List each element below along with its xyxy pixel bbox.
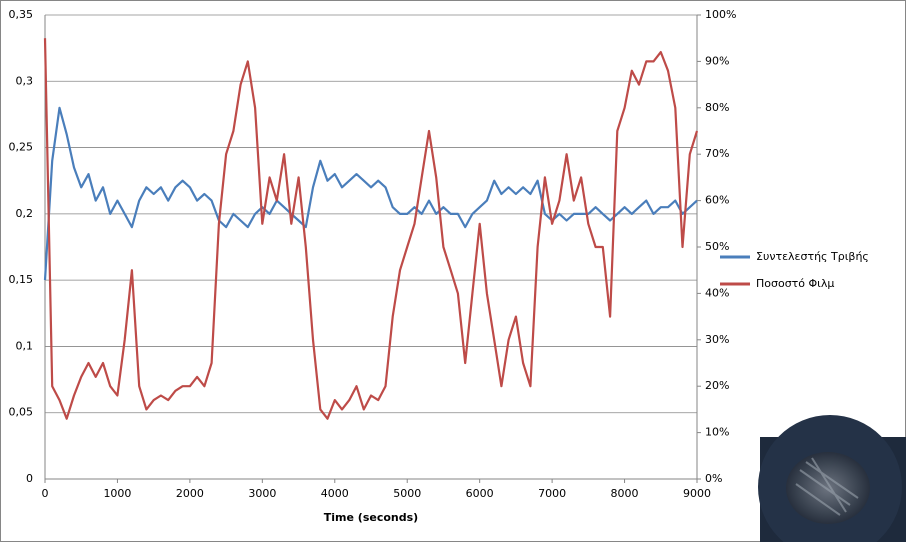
y-tick-label: 0,35: [9, 8, 34, 21]
y2-tick-label: 90%: [705, 54, 729, 67]
y-tick-label: 0,05: [9, 406, 34, 419]
y2-tick-label: 20%: [705, 379, 729, 392]
y2-tick-label: 100%: [705, 8, 736, 21]
y2-tick-label: 50%: [705, 240, 729, 253]
x-tick-label: 7000: [538, 487, 566, 500]
x-axis-title: Time (seconds): [324, 511, 418, 524]
y2-tick-label: 60%: [705, 194, 729, 207]
y-tick-label: 0: [26, 472, 33, 485]
y-tick-label: 0,1: [16, 339, 34, 352]
y-tick-label: 0,3: [16, 74, 34, 87]
photo: [758, 415, 906, 542]
x-tick-label: 6000: [466, 487, 494, 500]
y2-tick-label: 30%: [705, 333, 729, 346]
y2-tick-label: 80%: [705, 101, 729, 114]
y-tick-label: 0,15: [9, 273, 34, 286]
legend-label: Συντελεστής Τριβής: [756, 250, 869, 263]
x-tick-label: 4000: [321, 487, 349, 500]
series-line: [43, 106, 698, 281]
y2-tick-label: 10%: [705, 426, 729, 439]
x-tick-label: 5000: [393, 487, 421, 500]
series-line: [43, 38, 699, 420]
x-tick-label: 2000: [176, 487, 204, 500]
legend-label: Ποσοστό Φιλμ: [756, 277, 834, 290]
x-tick-label: 0: [42, 487, 49, 500]
x-tick-label: 9000: [683, 487, 711, 500]
y-tick-label: 0,25: [9, 141, 34, 154]
x-tick-label: 8000: [611, 487, 639, 500]
y-tick-label: 0,2: [16, 207, 34, 220]
y2-tick-label: 40%: [705, 286, 729, 299]
x-tick-label: 3000: [248, 487, 276, 500]
y2-tick-label: 70%: [705, 147, 729, 160]
x-tick-label: 1000: [103, 487, 131, 500]
y2-tick-label: 0%: [705, 472, 722, 485]
plot-area: 0 0,05 0,1 0,15 0,2 0,25 0,3 0,35 0% 10% 20% 30% 40%…: [9, 8, 737, 524]
